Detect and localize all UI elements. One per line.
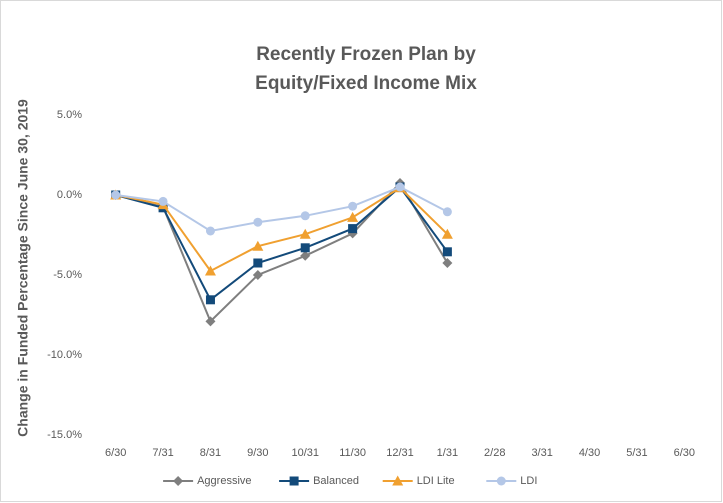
marker [252,270,263,280]
x-tick-label: 10/31 [291,447,319,459]
marker [253,258,263,268]
x-tick-label: 12/31 [386,447,414,459]
marker [299,228,311,239]
marker [300,243,310,253]
marker [442,247,452,257]
series-line [115,185,448,233]
x-tick-label: 5/31 [626,447,647,459]
marker [253,217,263,227]
y-tick-label: -15.0% [47,429,82,441]
marker [392,475,404,486]
marker [496,476,506,486]
y-tick-label: 0.0% [57,189,82,201]
marker [204,265,216,276]
marker [205,226,215,236]
marker [289,476,299,486]
legend-label: Aggressive [197,475,251,487]
marker [442,207,452,217]
marker [348,201,358,211]
marker [300,250,311,261]
marker [205,316,216,327]
marker [395,182,405,192]
x-tick-label: 9/30 [247,447,268,459]
marker [441,228,453,239]
marker [252,240,264,251]
x-tick-label: 1/31 [437,447,458,459]
y-tick-label: -10.0% [47,349,82,361]
x-tick-label: 6/30 [674,447,695,459]
y-tick-label: -5.0% [53,269,82,281]
x-tick-label: 7/31 [152,447,173,459]
chart-title: Recently Frozen Plan by [256,44,476,65]
chart-title: Equity/Fixed Income Mix [255,73,477,94]
x-tick-label: 3/31 [531,447,552,459]
marker [205,295,215,305]
x-tick-label: 2/28 [484,447,505,459]
legend-label: LDI Lite [417,475,455,487]
marker [442,258,453,268]
legend-label: LDI [520,475,537,487]
series-line [115,181,449,324]
legend-label: Balanced [313,475,359,487]
x-tick-label: 8/31 [200,447,221,459]
series-line [115,186,449,273]
y-axis-label: Change in Funded Percentage Since June 3… [15,99,31,437]
series-line [115,185,449,302]
marker [348,224,358,234]
x-tick-label: 11/30 [339,447,366,459]
marker [347,211,359,222]
x-tick-label: 4/30 [579,447,600,459]
marker [158,196,168,206]
x-tick-label: 6/30 [105,447,126,459]
marker [173,476,184,486]
marker [111,190,121,200]
marker [300,211,310,221]
y-tick-label: 5.0% [57,109,82,121]
